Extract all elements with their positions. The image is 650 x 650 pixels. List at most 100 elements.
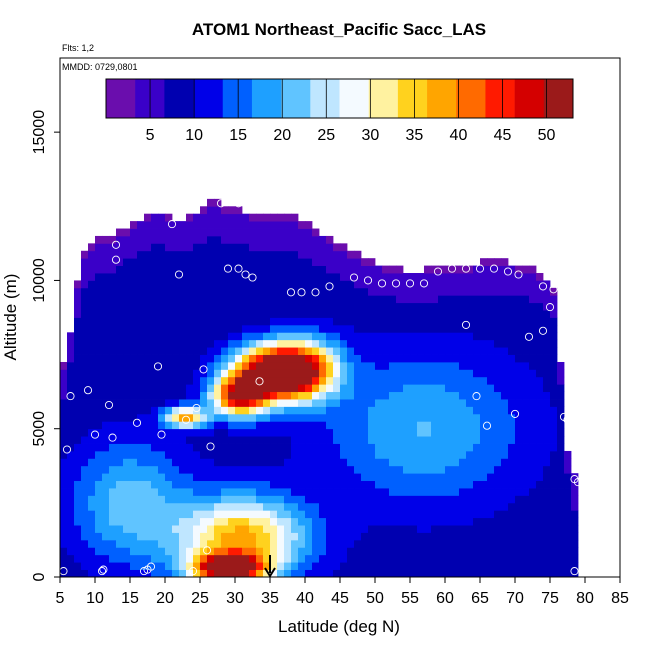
heatmap-cell [116, 413, 124, 422]
heatmap-cell [137, 369, 145, 378]
heatmap-cell [522, 317, 530, 326]
heatmap-cell [424, 450, 432, 459]
heatmap-cell [74, 554, 82, 563]
heatmap-cell [319, 465, 327, 474]
heatmap-cell [95, 332, 103, 341]
heatmap-cell [431, 273, 439, 281]
heatmap-cell [396, 421, 404, 430]
heatmap-cell [172, 250, 180, 259]
heatmap-cell [256, 443, 264, 452]
heatmap-cell [508, 547, 516, 556]
heatmap-cell [361, 488, 369, 496]
heatmap-cell [550, 488, 558, 496]
heatmap-cell [305, 517, 313, 526]
heatmap-cell [543, 332, 551, 341]
heatmap-cell [242, 354, 250, 363]
heatmap-cell [298, 243, 306, 252]
heatmap-cell [256, 525, 264, 533]
heatmap-cell [501, 302, 509, 311]
heatmap-cell [109, 547, 117, 556]
heatmap-cell [319, 539, 327, 548]
heatmap-cell [144, 525, 152, 533]
heatmap-cell [403, 517, 411, 526]
heatmap-cell [74, 369, 82, 378]
heatmap-cell [543, 413, 551, 422]
heatmap-cell [221, 369, 229, 378]
heatmap-cell [74, 384, 82, 393]
heatmap-cell [74, 339, 82, 348]
heatmap-cell [235, 495, 243, 504]
heatmap-cell [340, 317, 348, 326]
heatmap-cell [109, 532, 117, 541]
heatmap-cell [501, 413, 509, 422]
heatmap-cell [193, 339, 201, 348]
heatmap-cell [81, 347, 89, 355]
heatmap-cell [431, 517, 439, 526]
x-tick-label: 25 [191, 590, 209, 607]
heatmap-cell [270, 295, 278, 304]
heatmap-cell [522, 547, 530, 556]
heatmap-cell [291, 473, 299, 482]
heatmap-cell [235, 399, 243, 407]
heatmap-cell [361, 399, 369, 407]
heatmap-cell [494, 399, 502, 407]
heatmap-cell [95, 480, 103, 489]
heatmap-cell [207, 354, 215, 363]
heatmap-cell [452, 310, 460, 318]
heatmap-cell [375, 361, 383, 370]
heatmap-cell [144, 488, 152, 496]
heatmap-cell [375, 554, 383, 563]
heatmap-cell [382, 376, 390, 385]
heatmap-cell [67, 443, 75, 452]
heatmap-cell [529, 421, 537, 430]
heatmap-cell [298, 436, 306, 444]
heatmap-cell [277, 339, 285, 348]
heatmap-cell [67, 413, 75, 422]
heatmap-cell [242, 488, 250, 496]
heatmap-cell [494, 369, 502, 378]
heatmap-cell [396, 495, 404, 504]
heatmap-cell [130, 450, 138, 459]
heatmap-cell [151, 458, 159, 467]
heatmap-cell [186, 228, 194, 237]
heatmap-cell [137, 221, 145, 229]
heatmap-cell [123, 421, 131, 430]
heatmap-cell [305, 339, 313, 348]
heatmap-cell [529, 302, 537, 311]
heatmap-cell [459, 347, 467, 355]
heatmap-cell [144, 473, 152, 482]
heatmap-cell [445, 562, 453, 570]
heatmap-cell [417, 458, 425, 467]
heatmap-cell [347, 510, 355, 519]
flight-marker [496, 240, 506, 249]
heatmap-cell [557, 517, 565, 526]
heatmap-cell [452, 539, 460, 548]
heatmap-cell [298, 265, 306, 274]
x-tick-label: 50 [366, 590, 384, 607]
heatmap-cell [137, 480, 145, 489]
heatmap-cell [88, 488, 96, 496]
heatmap-cell [564, 554, 572, 563]
flight-marker [433, 267, 443, 276]
heatmap-cell [417, 324, 425, 333]
heatmap-cell [81, 361, 89, 370]
heatmap-cell [515, 517, 523, 526]
heatmap-cell [550, 436, 558, 444]
x-tick-label: 75 [541, 590, 559, 607]
heatmap-cell [214, 228, 222, 237]
heatmap-cell [466, 406, 474, 415]
heatmap-cell [263, 458, 271, 467]
heatmap-cell [95, 310, 103, 318]
heatmap-cell [389, 436, 397, 444]
heatmap-cell [242, 384, 250, 393]
heatmap-cell [270, 317, 278, 326]
heatmap-cell [284, 369, 292, 378]
heatmap-cell [494, 317, 502, 326]
heatmap-cell [235, 273, 243, 281]
heatmap-cell [333, 317, 341, 326]
heatmap-cell [424, 495, 432, 504]
heatmap-cell [417, 317, 425, 326]
heatmap-cell [459, 554, 467, 563]
heatmap-cell [389, 562, 397, 570]
heatmap-cell [368, 539, 376, 548]
